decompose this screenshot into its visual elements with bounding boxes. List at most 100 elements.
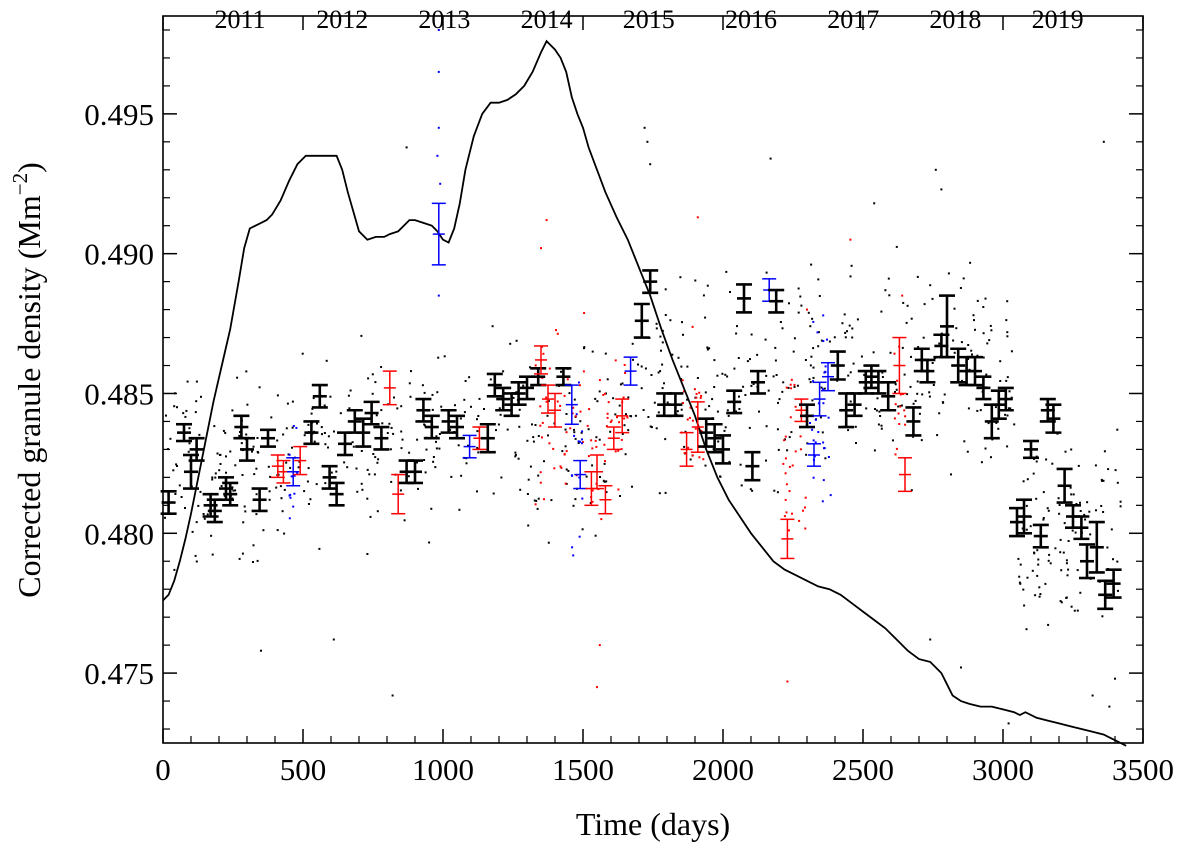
monthly-mean-errorbar [939,294,955,359]
scatter-point [968,368,971,371]
scatter-point [372,453,375,455]
scatter-point [794,450,797,453]
scatter-point [700,394,703,397]
monthly-mean-errorbar [892,336,907,395]
scatter-point [724,426,727,429]
scatter-point [356,490,359,493]
scatter-point [833,336,836,339]
scatter-point [1067,540,1070,542]
scatter-point [460,474,463,477]
scatter-point [545,400,548,403]
scatter-point [600,518,603,521]
scatter-point [798,519,801,522]
scatter-point [348,407,351,410]
scatter-point [959,287,962,289]
scatter-point [976,354,979,357]
scatter-point [1057,497,1060,500]
monthly-mean-errorbar [1056,467,1073,504]
scatter-point [1017,557,1020,560]
scatter-point [881,371,884,374]
scatter-point [677,356,680,359]
scatter-point [894,453,897,456]
scatter-point [681,379,684,382]
monthly-mean-errorbar [1023,439,1039,460]
scatter-point [285,427,288,430]
scatter-point [1006,335,1009,338]
scatter-point [546,414,549,417]
scatter-point [330,471,333,474]
scatter-point [914,399,917,402]
scatter-point [900,404,903,407]
scatter-point [746,360,749,363]
scatter-point [934,168,937,171]
monthly-mean-errorbar [183,453,199,490]
scatter-point [245,433,248,436]
scatter-point [173,568,176,571]
scatter-point [187,450,190,453]
scatter-point [1083,513,1086,516]
scatter-point [1059,600,1062,603]
scatter-point [1095,509,1097,512]
x-tick-label: 2000 [692,752,754,787]
scatter-point [997,427,1000,430]
scatter-point [376,510,379,513]
scatter-point [865,407,868,410]
scatter-point [698,456,701,459]
scatter-point [787,386,790,389]
scatter-point [605,491,608,494]
scatter-point [661,341,664,344]
scatter-point [1051,462,1054,465]
scatter-point [559,404,562,407]
scatter-point [788,302,790,305]
scatter-point [733,367,736,370]
scatter-point [1065,597,1068,599]
scatter-point [777,401,779,404]
scatter-point [165,414,167,417]
scatter-point [537,497,540,500]
scatter-point [499,413,502,416]
scatter-point [195,560,198,563]
scatter-point [856,318,859,321]
scatter-point [1038,586,1041,589]
scatter-point [794,405,797,408]
scatter-point [355,467,358,470]
scatter-point [450,475,453,478]
scatter-point [241,552,244,555]
scatter-point [804,527,807,530]
scatter-point [699,396,702,399]
scatter-point [534,424,537,426]
scatter-point [716,374,719,377]
scatter-point [1033,551,1035,554]
scatter-point [822,479,825,482]
scatter-point [327,435,330,438]
scatter-point [695,392,698,395]
scatter-point [744,394,747,396]
scatter-point [953,351,956,354]
scatter-point [293,474,296,477]
scatter-point [567,469,570,472]
scatter-point [1116,560,1119,563]
scatter-point [786,680,789,683]
scatter-point [896,379,899,382]
scatter-point [849,371,852,374]
scatter-point [1009,407,1012,410]
scatter-point [468,376,471,379]
scatter-point [308,503,310,505]
scatter-point [573,398,576,401]
scatter-point [211,476,214,479]
monthly-mean-errorbar [863,364,880,390]
scatter-point [854,425,857,428]
scatter-point [792,350,795,353]
scatter-point [1037,558,1040,561]
scatter-point [923,303,926,306]
scatter-point [740,484,743,487]
scatter-point [627,429,630,432]
activity-curve [162,39,1127,747]
scatter-point [590,439,593,442]
scatter-point [812,320,815,323]
scatter-point [178,484,181,487]
scatter-point [917,346,920,349]
scatter-point [255,467,258,470]
scatter-point [1049,562,1052,565]
scatter-point [824,457,827,460]
